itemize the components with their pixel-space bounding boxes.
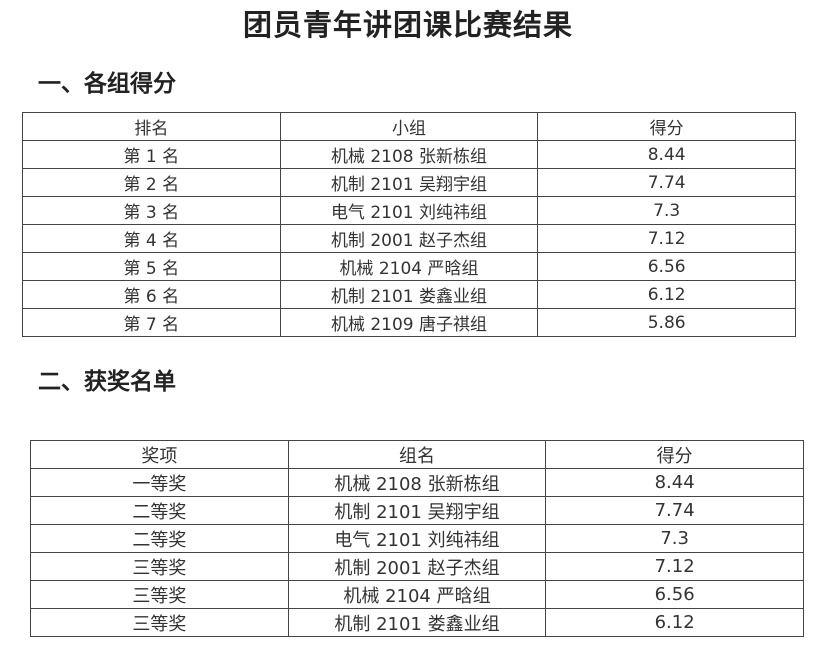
- table-header-row: 奖项 组名 得分: [30, 440, 804, 469]
- table-cell: 7.12: [545, 552, 804, 581]
- table-cell: 第 6 名: [22, 280, 281, 309]
- scores-table: 排名 小组 得分第 1 名机械 2108 张新栋组 8.44 第 2 名机制 2101 …: [22, 112, 796, 337]
- table-cell: 第 5 名: [22, 252, 281, 281]
- table-cell: 第 3 名: [22, 196, 281, 225]
- table-cell: 5.86: [537, 308, 796, 337]
- table-row: 一等奖 机械 2108 张新栋组 8.44: [30, 468, 804, 497]
- table-cell: 第 7 名: [22, 308, 281, 337]
- table-cell: 一等奖: [30, 468, 289, 497]
- table-row: 第 7 名机械 2109 唐子祺组 5.86: [22, 308, 796, 337]
- table-row: 二等奖 电气 2101 刘纯祎组 7.3: [30, 524, 804, 553]
- table-cell: 二等奖: [30, 496, 289, 525]
- table-cell: 第 1 名: [22, 140, 281, 169]
- table-cell: 三等奖: [30, 552, 289, 581]
- table-cell: 排名: [22, 112, 281, 141]
- table-cell: 奖项: [30, 440, 289, 469]
- table-row: 三等奖 机制 2101 娄鑫业组 6.12: [30, 608, 804, 637]
- table-cell: 7.12: [537, 224, 796, 253]
- table-cell: 机械 2108 张新栋组: [279, 140, 539, 169]
- table-cell: 第 4 名: [22, 224, 281, 253]
- table-cell: 三等奖: [30, 580, 289, 609]
- table-cell: 7.3: [537, 196, 796, 225]
- table-row: 第 3 名电气 2101 刘纯祎组 7.3: [22, 196, 796, 225]
- table-row: 第 1 名机械 2108 张新栋组 8.44: [22, 140, 796, 169]
- table-header-row: 排名 小组 得分: [22, 112, 796, 141]
- table-cell: 8.44: [545, 468, 804, 497]
- table-cell: 机械 2109 唐子祺组: [279, 308, 539, 337]
- table-cell: 8.44: [537, 140, 796, 169]
- table-cell: 三等奖: [30, 608, 289, 637]
- table-cell: 电气 2101 刘纯祎组: [287, 524, 547, 553]
- table-cell: 电气 2101 刘纯祎组: [279, 196, 539, 225]
- table-cell: 机制 2101 娄鑫业组: [287, 608, 547, 637]
- table-row: 三等奖 机制 2001 赵子杰组 7.12: [30, 552, 804, 581]
- section-heading-scores: 一、各组得分: [38, 71, 176, 97]
- table-row: 三等奖 机械 2104 严晗组 6.56: [30, 580, 804, 609]
- table-cell: 第 2 名: [22, 168, 281, 197]
- page-title: 团员青年讲团课比赛结果: [242, 8, 573, 42]
- table-row: 第 5 名机械 2104 严晗组 6.56: [22, 252, 796, 281]
- table-cell: 组名: [287, 440, 547, 469]
- table-row: 第 6 名机制 2101 娄鑫业组 6.12: [22, 280, 796, 309]
- section-heading-awards: 二、获奖名单: [38, 369, 176, 395]
- table-row: 第 2 名机制 2101 吴翔宇组 7.74: [22, 168, 796, 197]
- table-cell: 机械 2104 严晗组: [287, 580, 547, 609]
- table-row: 第 4 名机制 2001 赵子杰组 7.12: [22, 224, 796, 253]
- table-cell: 7.74: [545, 496, 804, 525]
- table-cell: 机制 2101 吴翔宇组: [287, 496, 547, 525]
- table-cell: 得分: [545, 440, 804, 469]
- table-cell: 6.12: [545, 608, 804, 637]
- table-cell: 得分: [537, 112, 796, 141]
- table-cell: 机械 2108 张新栋组: [287, 468, 547, 497]
- table-cell: 6.56: [537, 252, 796, 281]
- table-cell: 机制 2101 吴翔宇组: [279, 168, 539, 197]
- table-row: 二等奖 机制 2101 吴翔宇组 7.74: [30, 496, 804, 525]
- table-cell: 7.3: [545, 524, 804, 553]
- table-cell: 机械 2104 严晗组: [279, 252, 539, 281]
- awards-table: 奖项 组名 得分 一等奖 机械 2108 张新栋组 8.44 二等奖 机制 2101 吴翔宇组…: [30, 440, 804, 637]
- table-cell: 机制 2001 赵子杰组: [287, 552, 547, 581]
- table-cell: 7.74: [537, 168, 796, 197]
- table-cell: 小组: [279, 112, 539, 141]
- table-cell: 机制 2101 娄鑫业组: [279, 280, 539, 309]
- table-cell: 二等奖: [30, 524, 289, 553]
- table-cell: 机制 2001 赵子杰组: [279, 224, 539, 253]
- table-cell: 6.56: [545, 580, 804, 609]
- table-cell: 6.12: [537, 280, 796, 309]
